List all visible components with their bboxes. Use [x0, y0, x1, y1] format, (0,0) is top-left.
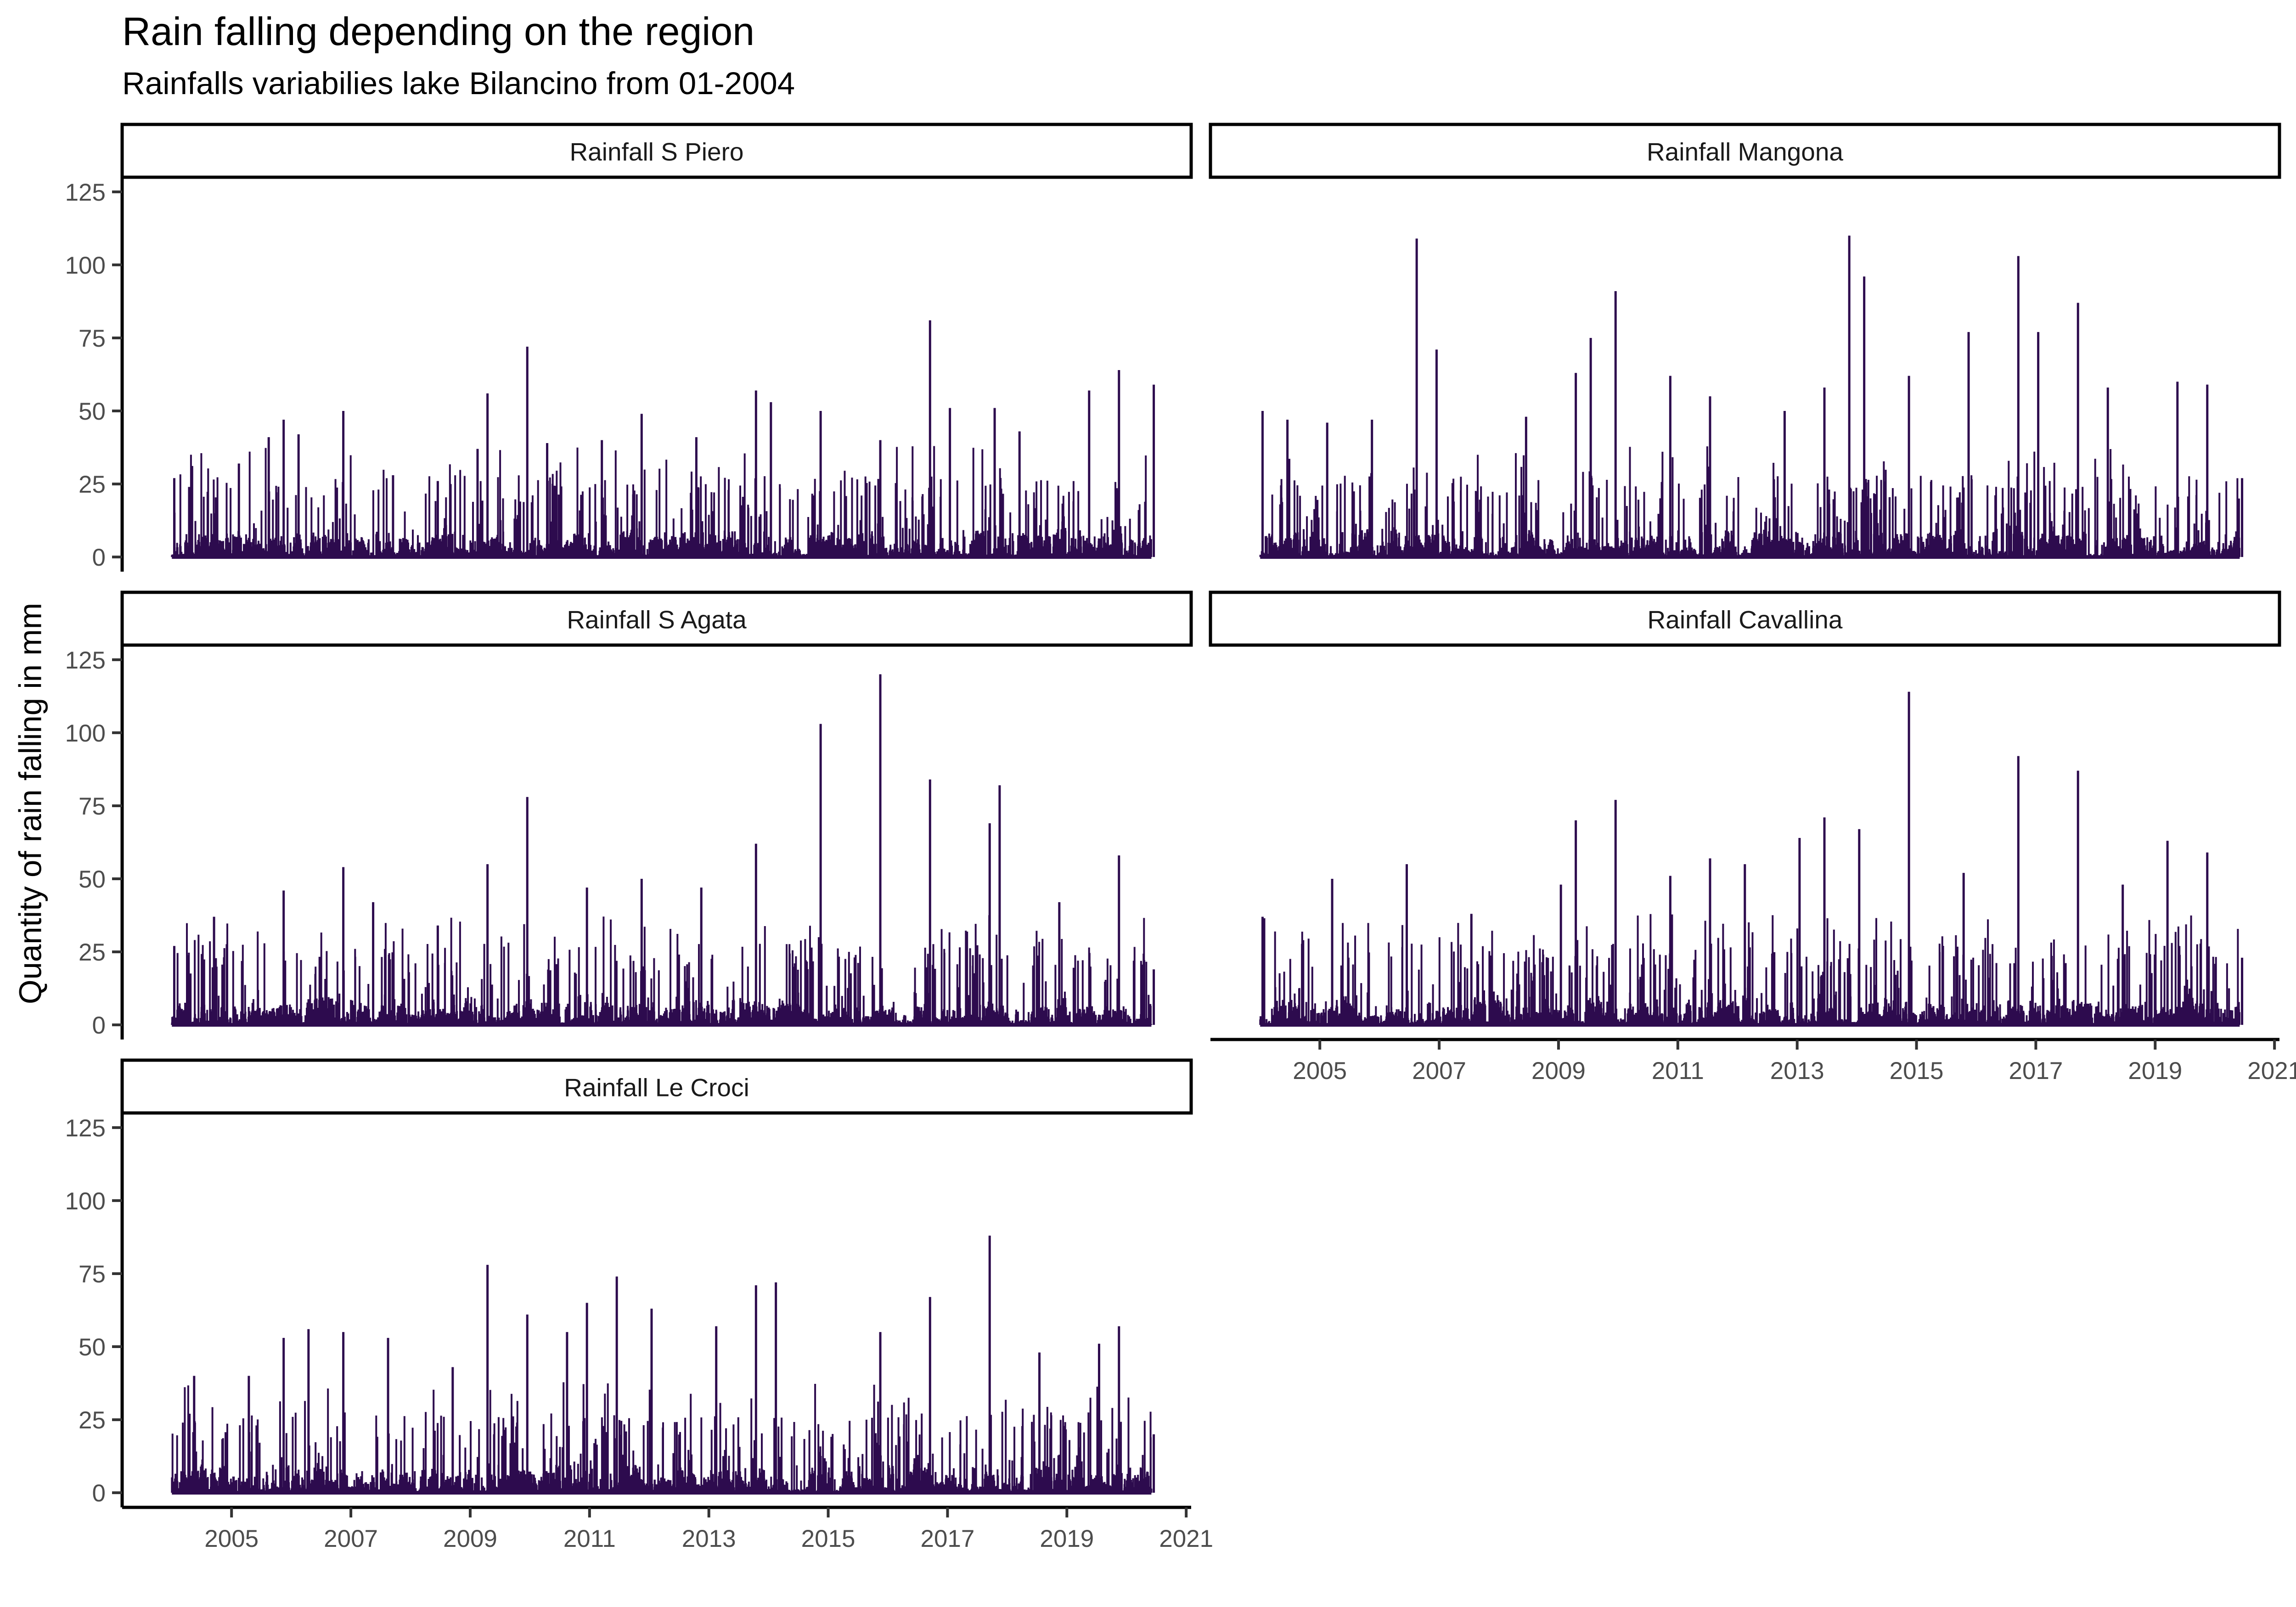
y-tick-label: 100 — [65, 252, 106, 279]
facet-label: Rainfall S Piero — [569, 138, 743, 166]
y-tick-label: 25 — [79, 1407, 106, 1434]
x-tick-label: 2017 — [920, 1525, 974, 1552]
series-line — [171, 1236, 1153, 1493]
facet-strip — [1209, 123, 2281, 179]
facet-strip — [120, 123, 1193, 179]
panel-rainfall-s-piero: Rainfall S Piero 0 25 50 75 100 125 — [65, 123, 1193, 572]
x-tick-label: 2007 — [1412, 1057, 1466, 1084]
x-tick-label: 2019 — [1040, 1525, 1094, 1552]
x-tick-label: 2013 — [1770, 1057, 1824, 1084]
y-tick-label: 0 — [92, 544, 106, 571]
y-tick-label: 25 — [79, 939, 106, 966]
x-tick-label: 2015 — [801, 1525, 855, 1552]
facet-strip — [120, 590, 1193, 647]
y-tick-label: 75 — [79, 793, 106, 820]
facet-label: Rainfall Mangona — [1647, 138, 1843, 166]
y-tick-label: 125 — [65, 647, 106, 674]
x-tick-label: 2005 — [1293, 1057, 1347, 1084]
panel-rainfall-mangona: Rainfall Mangona — [1209, 123, 2281, 559]
panel-rainfall-s-agata: Rainfall S Agata 0 25 50 75 100 125 — [65, 590, 1193, 1039]
x-tick-label: 2021 — [2247, 1057, 2296, 1084]
chart-title: Rain falling depending on the region — [122, 10, 755, 54]
y-tick-label: 50 — [79, 1334, 106, 1361]
x-tick-label: 2009 — [443, 1525, 497, 1552]
x-tick-label: 2011 — [1652, 1057, 1704, 1084]
y-tick-label: 25 — [79, 471, 106, 498]
facet-label: Rainfall Le Croci — [564, 1073, 749, 1102]
x-tick-label: 2019 — [2128, 1057, 2182, 1084]
series-line — [171, 320, 1152, 557]
facet-label: Rainfall Cavallina — [1648, 606, 1843, 634]
series-line — [1259, 236, 2240, 557]
facet-strip — [1209, 590, 2281, 647]
y-tick-label: 75 — [79, 325, 106, 352]
x-tick-label: 2015 — [1890, 1057, 1944, 1084]
y-tick-label: 50 — [79, 398, 106, 425]
chart-subtitle: Rainfalls variabilies lake Bilancino fro… — [122, 66, 795, 101]
x-tick-label: 2017 — [2009, 1057, 2063, 1084]
y-tick-label: 100 — [65, 1188, 106, 1215]
series-line — [1259, 691, 2240, 1025]
facet-strip — [120, 1058, 1193, 1115]
y-tick-label: 100 — [65, 720, 106, 747]
x-tick-label: 2007 — [324, 1525, 378, 1552]
x-tick-label: 2013 — [682, 1525, 736, 1552]
y-tick-label: 125 — [65, 1115, 106, 1142]
x-tick-label: 2005 — [204, 1525, 259, 1552]
y-tick-label: 75 — [79, 1261, 106, 1288]
facet-label: Rainfall S Agata — [567, 606, 747, 634]
x-tick-label: 2011 — [563, 1525, 616, 1552]
y-tick-label: 0 — [92, 1012, 106, 1039]
series-line — [171, 674, 1153, 1025]
x-tick-label: 2021 — [1159, 1525, 1213, 1552]
panel-rainfall-le-croci: Rainfall Le Croci 0 25 50 75 100 125 2005 2007 20… — [65, 1058, 1213, 1552]
y-tick-label: 125 — [65, 179, 106, 206]
y-tick-label: 50 — [79, 866, 106, 893]
panel-rainfall-cavallina: Rainfall Cavallina 2005 2007 2009 2011 2013 20… — [1209, 590, 2296, 1084]
x-tick-label: 2009 — [1531, 1057, 1586, 1084]
y-tick-label: 0 — [92, 1480, 106, 1507]
